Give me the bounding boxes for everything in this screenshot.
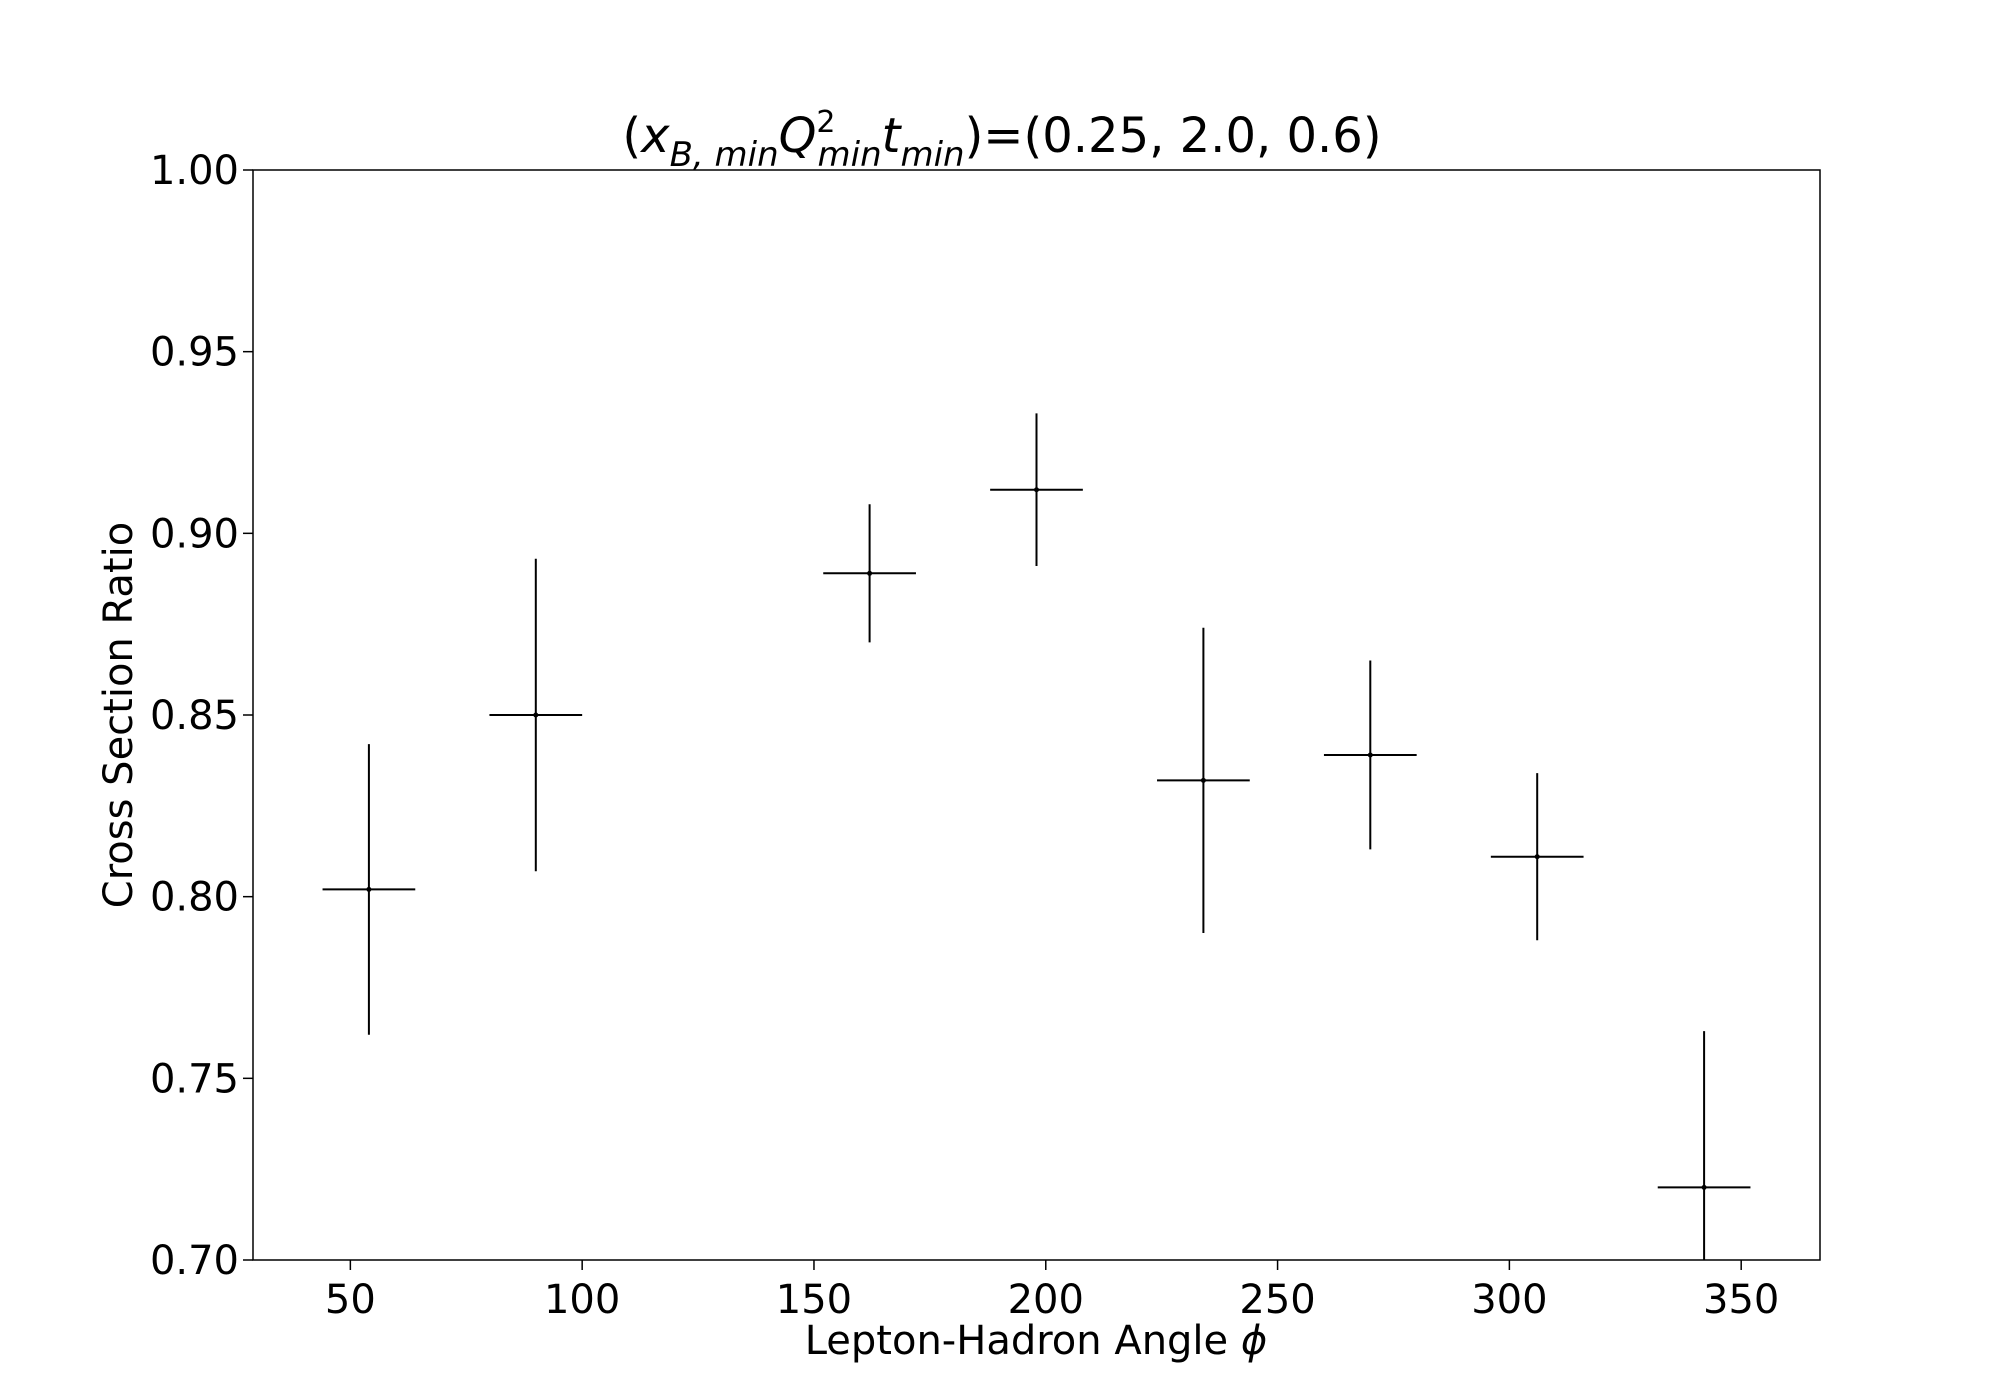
data-point: [1200, 777, 1206, 783]
plot-frame: [252, 169, 1821, 1261]
data-point: [533, 712, 539, 718]
y-tick-label: 0.90: [150, 511, 239, 557]
data-point: [1034, 487, 1039, 493]
plot-area: 50 100 150 200 250 300 350 0.70 0.75 0.80 0.85 0.90…: [150, 148, 1779, 1323]
data-point: [1701, 1184, 1707, 1190]
chart-title: (xB, minQ2 mintmin)=(0.25, 2.0, 0.6): [622, 105, 1381, 175]
y-tick-label: 0.80: [150, 875, 239, 921]
x-tick-label: 100: [544, 1277, 620, 1323]
x-tick-label: 50: [325, 1277, 376, 1323]
x-tick-label: 350: [1703, 1277, 1779, 1323]
x-tick-label: 300: [1471, 1277, 1547, 1323]
y-tick-label: 0.75: [150, 1056, 239, 1102]
y-tick-label: 0.70: [150, 1238, 239, 1284]
x-axis-label: Lepton-Hadron Angle ϕ: [805, 1318, 1268, 1364]
y-tick-label: 1.00: [150, 148, 239, 194]
y-tick-label: 0.95: [150, 330, 239, 376]
x-tick-label: 150: [776, 1277, 852, 1323]
x-tick-label: 200: [1008, 1277, 1084, 1323]
x-tick-label: 250: [1239, 1277, 1315, 1323]
data-point: [1534, 854, 1540, 860]
data-point: [366, 886, 372, 892]
data-point: [867, 570, 873, 576]
data-point: [1367, 752, 1373, 758]
y-axis-label: Cross Section Ratio: [96, 522, 142, 908]
y-tick-label: 0.85: [150, 693, 239, 739]
